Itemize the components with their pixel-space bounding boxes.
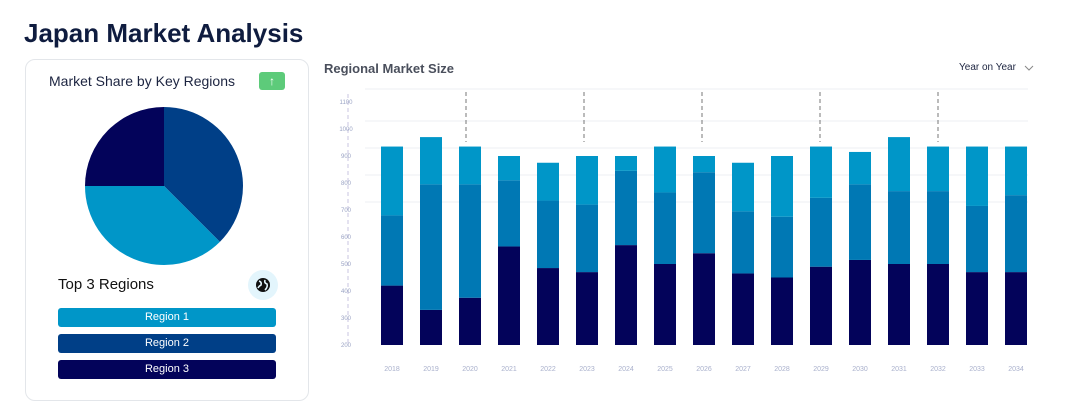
bar-segment-2018-0 [381,285,403,345]
bar-segment-2022-2 [537,162,559,201]
bar-segment-2025-2 [654,146,676,193]
bar-segment-2033-0 [966,272,988,345]
y-tick-label: 1100 [340,100,354,106]
bar-segment-2032-2 [927,146,949,192]
y-tick-label: 300 [341,316,352,322]
chevron-down-icon [1024,65,1034,71]
top-regions-label: Top 3 Regions [58,276,154,293]
bar-segment-2029-0 [810,266,832,345]
bar-segment-2031-2 [888,137,910,192]
x-tick-label: 2018 [384,366,400,373]
bar-segment-2022-1 [537,200,559,269]
bar-segment-2021-0 [498,246,520,345]
x-tick-label: 2033 [969,366,985,373]
bar-segment-2020-2 [459,146,481,185]
bar-segment-2019-1 [420,184,442,310]
y-tick-label: 600 [341,235,352,241]
bar-segment-2027-1 [732,211,754,274]
x-tick-label: 2019 [423,366,439,373]
pie-slice-2 [164,107,243,242]
bar-segment-2021-1 [498,180,520,247]
bar-segment-2033-2 [966,146,988,206]
bar-segment-2028-2 [771,156,793,217]
market-share-card: Market Share by Key Regions ↑ Top 3 Regi… [25,59,309,401]
bar-segment-2027-0 [732,273,754,345]
bar-segment-2023-0 [576,272,598,345]
bar-segment-2022-0 [537,268,559,345]
bar-segment-2029-2 [810,146,832,198]
bar-segment-2023-2 [576,156,598,205]
pie-slice-1 [85,186,220,265]
y-tick-label: 700 [341,208,352,214]
region-3-button[interactable]: Region 3 [58,360,276,379]
y-tick-label: 400 [341,289,352,295]
bar-segment-2019-2 [420,137,442,185]
bar-segment-2034-2 [1005,146,1027,196]
bar-segment-2019-0 [420,309,442,345]
bar-segment-2028-0 [771,277,793,345]
bar-segment-2030-2 [849,151,871,185]
y-tick-label: 800 [341,181,352,187]
x-tick-label: 2024 [618,366,634,373]
x-tick-label: 2025 [657,366,673,373]
bar-segment-2026-0 [693,253,715,345]
y-tick-label: 900 [341,154,352,160]
market-share-title: Market Share by Key Regions [49,73,235,89]
bar-segment-2033-1 [966,205,988,273]
x-tick-label: 2027 [735,366,751,373]
bar-segment-2031-0 [888,264,910,345]
market-share-pie [85,107,243,265]
bar-segment-2031-1 [888,191,910,264]
bar-segment-2020-1 [459,184,481,298]
bar-segment-2023-1 [576,204,598,273]
x-tick-label: 2029 [813,366,829,373]
bar-segment-2025-0 [654,264,676,345]
arrow-up-icon[interactable]: ↑ [259,72,285,90]
bar-segment-2032-1 [927,191,949,264]
globe-icon[interactable] [248,270,278,300]
bar-segment-2024-1 [615,170,637,246]
x-tick-label: 2021 [501,366,517,373]
bar-segment-2027-2 [732,162,754,212]
market-size-chart: 200 300 400 500 600 700 800 900 1000 1100 2018 2019… [339,88,1028,373]
bar-segment-2029-1 [810,197,832,267]
region-1-button[interactable]: Region 1 [58,308,276,327]
x-tick-label: 2022 [540,366,556,373]
bar-segment-2024-2 [615,156,637,171]
bar-segment-2028-1 [771,216,793,278]
bar-segment-2030-0 [849,259,871,345]
x-tick-label: 2032 [930,366,946,373]
y-tick-label: 200 [341,343,352,349]
bar-segment-2021-2 [498,156,520,181]
period-dropdown[interactable]: Year on Year [959,62,1034,73]
bar-segment-2034-1 [1005,195,1027,273]
bar-segment-2034-0 [1005,272,1027,345]
period-value: Year on Year [959,62,1016,73]
bar-segment-2030-1 [849,184,871,260]
bar-segment-2018-1 [381,215,403,286]
bar-segment-2026-1 [693,172,715,254]
x-tick-label: 2034 [1008,366,1024,373]
x-tick-label: 2028 [774,366,790,373]
market-size-title: Regional Market Size [324,61,455,76]
bar-segment-2026-2 [693,156,715,173]
x-tick-label: 2020 [462,366,478,373]
region-2-button[interactable]: Region 2 [58,334,276,353]
x-tick-label: 2031 [891,366,907,373]
x-tick-label: 2023 [579,366,595,373]
x-tick-label: 2030 [852,366,868,373]
pie-slice-3 [85,107,164,186]
page-title: Japan Market Analysis [24,18,304,48]
bar-segment-2032-0 [927,264,949,345]
bar-segment-2020-0 [459,297,481,345]
bar-segment-2025-1 [654,192,676,264]
y-tick-label: 500 [341,262,352,268]
y-tick-label: 1000 [339,127,353,133]
x-tick-label: 2026 [696,366,712,373]
bar-segment-2024-0 [615,245,637,345]
bar-segment-2018-2 [381,146,403,216]
